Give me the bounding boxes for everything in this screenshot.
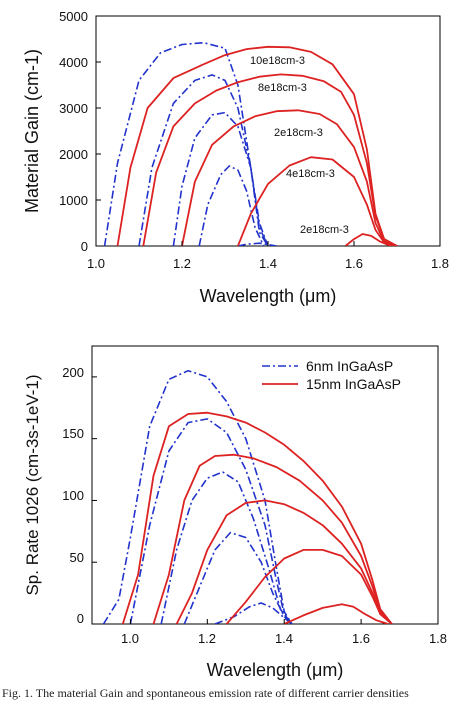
- sprate-ytick-label: 100: [62, 488, 84, 503]
- gain-ytick-label: 4000: [59, 55, 88, 70]
- gain-ytick-label: 2000: [59, 147, 88, 162]
- gain-xtick-label: 1.0: [87, 256, 105, 271]
- sprate-x-axis-label: Wavelength (μm): [207, 660, 344, 680]
- sprate-series-line: [152, 453, 393, 624]
- sprate-ytick-label: 50: [70, 550, 84, 565]
- gain-series-line: [181, 109, 398, 246]
- sprate-y-axis-label: Sp. Rate 1026 (cm-3s-1eV-1): [23, 374, 42, 595]
- gain-series-line: [344, 233, 398, 246]
- gain-xtick-label: 1.6: [345, 256, 363, 271]
- sprate-series-line: [283, 603, 389, 624]
- gain-ytick-label: 0: [81, 239, 88, 254]
- gain-chart: 1.0 1.2 1.4 1.6 1.8 0 1000 2000 3000 400…: [22, 9, 449, 306]
- gain-annotation: 4e18cm-3: [286, 168, 335, 180]
- sprate-chart: 1.0 1.2 1.4 1.6 1.8 0 50 100 150 200 Wav…: [23, 345, 447, 680]
- sprate-ytick-label: 200: [62, 365, 84, 380]
- gain-series-line: [142, 73, 398, 246]
- gain-annotation: 2e18cm-3: [274, 127, 323, 139]
- legend-label: 15nm InGaAsP: [306, 376, 401, 392]
- gain-xtick-label: 1.8: [431, 256, 449, 271]
- gain-series-line: [237, 156, 398, 246]
- sprate-series-line: [160, 471, 293, 624]
- sprate-axis-ticks: [92, 376, 439, 625]
- sprate-xtick-label: 1.6: [352, 631, 370, 646]
- gain-y-axis-label: Material Gain (cm-1): [22, 49, 42, 213]
- sprate-series-group: [102, 369, 393, 624]
- sprate-series-line: [129, 418, 293, 624]
- gain-series-line: [172, 111, 269, 246]
- gain-ytick-label: 5000: [59, 9, 88, 24]
- gain-series-line: [103, 41, 269, 246]
- sprate-series-line: [102, 369, 293, 624]
- gain-annotation: 2e18cm-3: [300, 224, 349, 236]
- gain-series-line: [116, 45, 398, 246]
- gain-xtick-label: 1.2: [173, 256, 191, 271]
- sprate-series-line: [225, 549, 393, 624]
- sprate-xtick-label: 1.0: [121, 631, 139, 646]
- gain-ytick-label: 1000: [59, 193, 88, 208]
- sprate-ytick-label: 0: [77, 611, 84, 626]
- gain-series-line: [237, 242, 277, 246]
- sprate-series-line: [214, 602, 293, 624]
- gain-series-line: [198, 165, 265, 246]
- sprate-xtick-label: 1.2: [198, 631, 216, 646]
- gain-ytick-label: 3000: [59, 101, 88, 116]
- figure-caption: Fig. 1. The material Gain and spontaneou…: [2, 686, 409, 700]
- sprate-series-line: [121, 411, 393, 624]
- legend-label: 6nm InGaAsP: [306, 358, 393, 374]
- sprate-xtick-label: 1.8: [429, 631, 447, 646]
- sprate-plot-frame: [91, 345, 439, 625]
- gain-xtick-label: 1.4: [259, 256, 277, 271]
- sprate-series-line: [175, 499, 393, 624]
- sprate-xtick-label: 1.4: [275, 631, 293, 646]
- gain-series-group: [103, 41, 398, 246]
- gain-axis-ticks: [95, 15, 441, 247]
- gain-annotation: 10e18cm-3: [250, 55, 305, 67]
- sprate-series-line: [183, 531, 293, 624]
- gain-x-axis-label: Wavelength (μm): [200, 286, 337, 306]
- sprate-ytick-label: 150: [62, 426, 84, 441]
- sprate-legend: 6nm InGaAsP 15nm InGaAsP: [262, 358, 401, 392]
- gain-annotation: 8e18cm-3: [258, 82, 307, 94]
- gain-plot-frame: [95, 15, 441, 247]
